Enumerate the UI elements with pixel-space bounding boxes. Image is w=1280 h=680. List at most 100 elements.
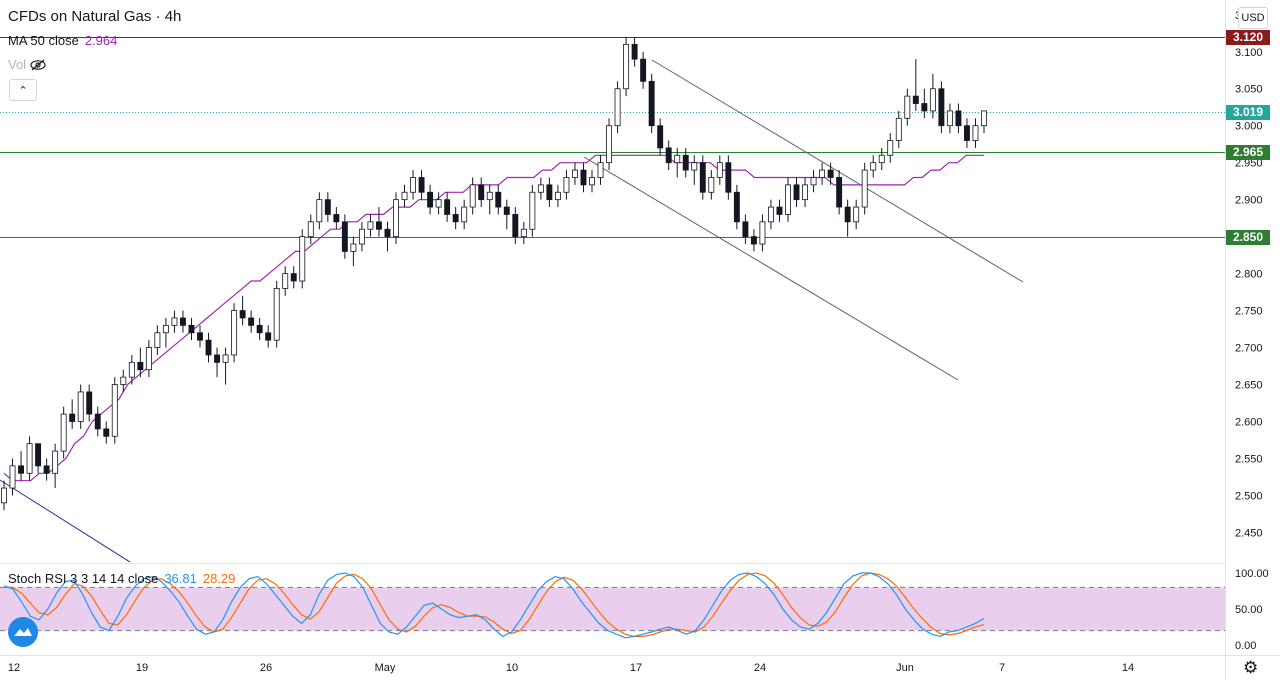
candle-body xyxy=(657,125,664,149)
candle-up xyxy=(171,310,178,333)
candle-body xyxy=(861,169,868,208)
candle-up xyxy=(785,177,791,222)
candle-body xyxy=(665,147,672,164)
candles xyxy=(1,36,987,511)
candle-body xyxy=(520,228,527,238)
candle-body xyxy=(682,154,689,171)
resistance-price-tag: 3.120 xyxy=(1226,30,1270,45)
candle-body xyxy=(103,428,110,437)
candle-up xyxy=(145,340,152,378)
candle-down xyxy=(188,317,195,341)
candle-body xyxy=(18,465,24,474)
candle-body xyxy=(691,162,698,171)
candle-up xyxy=(691,155,698,185)
stoch-band xyxy=(0,586,1225,632)
candle-body xyxy=(137,361,144,371)
candle-body xyxy=(844,206,851,223)
trend-line xyxy=(651,59,1024,283)
price-tick-label: 3.050 xyxy=(1235,84,1263,96)
candle-body xyxy=(248,317,255,326)
candle-down xyxy=(725,155,732,200)
candle-down xyxy=(384,221,391,252)
time-tick-label: May xyxy=(375,662,396,674)
candle-body xyxy=(623,43,630,90)
trend-lines[interactable] xyxy=(0,59,1024,563)
candle-up xyxy=(273,281,280,348)
candle-body xyxy=(222,354,229,363)
vol-legend[interactable]: Vol xyxy=(8,57,46,72)
candle-down xyxy=(938,81,945,134)
candle-body xyxy=(776,206,783,215)
candle-up xyxy=(614,81,621,134)
tradingview-logo[interactable] xyxy=(8,617,38,647)
candle-down xyxy=(648,73,655,134)
price-tick-label: 2.500 xyxy=(1235,490,1263,502)
candle-body xyxy=(972,125,979,141)
candle-body xyxy=(410,177,417,193)
candle-body xyxy=(231,310,238,356)
candle-up xyxy=(316,192,323,230)
gear-icon[interactable]: ⚙ xyxy=(1243,658,1259,677)
candle-up xyxy=(563,170,570,200)
candle-body xyxy=(768,206,774,223)
chevron-up-icon: ⌃ xyxy=(18,84,28,97)
candle-down xyxy=(964,118,970,148)
candle-down xyxy=(179,310,186,333)
stoch-lines xyxy=(3,572,985,639)
stoch-legend: Stoch RSI 3 3 14 14 close 36.81 28.29 xyxy=(8,571,235,586)
trend-line xyxy=(583,156,959,381)
candle-up xyxy=(393,192,399,245)
candle-down xyxy=(197,325,203,348)
candle-up xyxy=(554,184,561,208)
candle-down xyxy=(955,103,962,134)
candle-body xyxy=(265,332,272,341)
candle-down xyxy=(256,317,263,341)
stoch-k-value: 36.81 xyxy=(164,571,197,586)
candle-body xyxy=(955,110,962,127)
candle-body xyxy=(512,214,519,238)
candle-up xyxy=(282,266,289,296)
candle-body xyxy=(77,391,84,422)
candle-body xyxy=(290,273,297,282)
candle-down xyxy=(580,162,587,193)
candle-up xyxy=(716,155,723,185)
candle-up xyxy=(946,103,953,134)
candle-down xyxy=(248,310,255,333)
candle-down xyxy=(921,88,928,119)
time-tick-label: 24 xyxy=(754,662,766,674)
candle-up xyxy=(870,155,877,178)
collapse-legend-button[interactable]: ⌃ xyxy=(9,79,37,101)
candle-body xyxy=(461,206,468,223)
candle-down xyxy=(375,207,382,237)
candle-body xyxy=(60,413,67,452)
candle-body xyxy=(299,236,306,282)
candle-down xyxy=(793,177,800,208)
candle-body xyxy=(878,154,885,164)
candle-up xyxy=(350,236,357,267)
eye-hidden-icon[interactable] xyxy=(30,59,46,71)
candle-body xyxy=(810,177,817,186)
candle-up xyxy=(307,214,314,245)
candle-up xyxy=(222,347,229,385)
candle-up xyxy=(520,221,527,245)
candle-up xyxy=(861,162,868,215)
candle-body xyxy=(742,221,749,238)
candle-body xyxy=(1,487,7,504)
candle-down xyxy=(94,406,101,437)
candle-down xyxy=(912,59,919,111)
candle-body xyxy=(469,184,476,208)
candle-body xyxy=(912,95,919,104)
candle-body xyxy=(214,354,220,363)
candle-up xyxy=(768,199,774,230)
candle-body xyxy=(43,465,50,474)
candle-body xyxy=(94,413,101,430)
stoch-tick-label: 100.00 xyxy=(1235,568,1269,580)
candle-down xyxy=(640,51,647,89)
horizontal-lines[interactable] xyxy=(0,37,1225,238)
stoch-label: Stoch RSI 3 3 14 14 close xyxy=(8,571,159,586)
candle-down xyxy=(631,36,638,67)
currency-button[interactable]: USD xyxy=(1238,7,1268,29)
candle-down xyxy=(427,184,434,215)
price-tick-label: 2.750 xyxy=(1235,306,1263,318)
